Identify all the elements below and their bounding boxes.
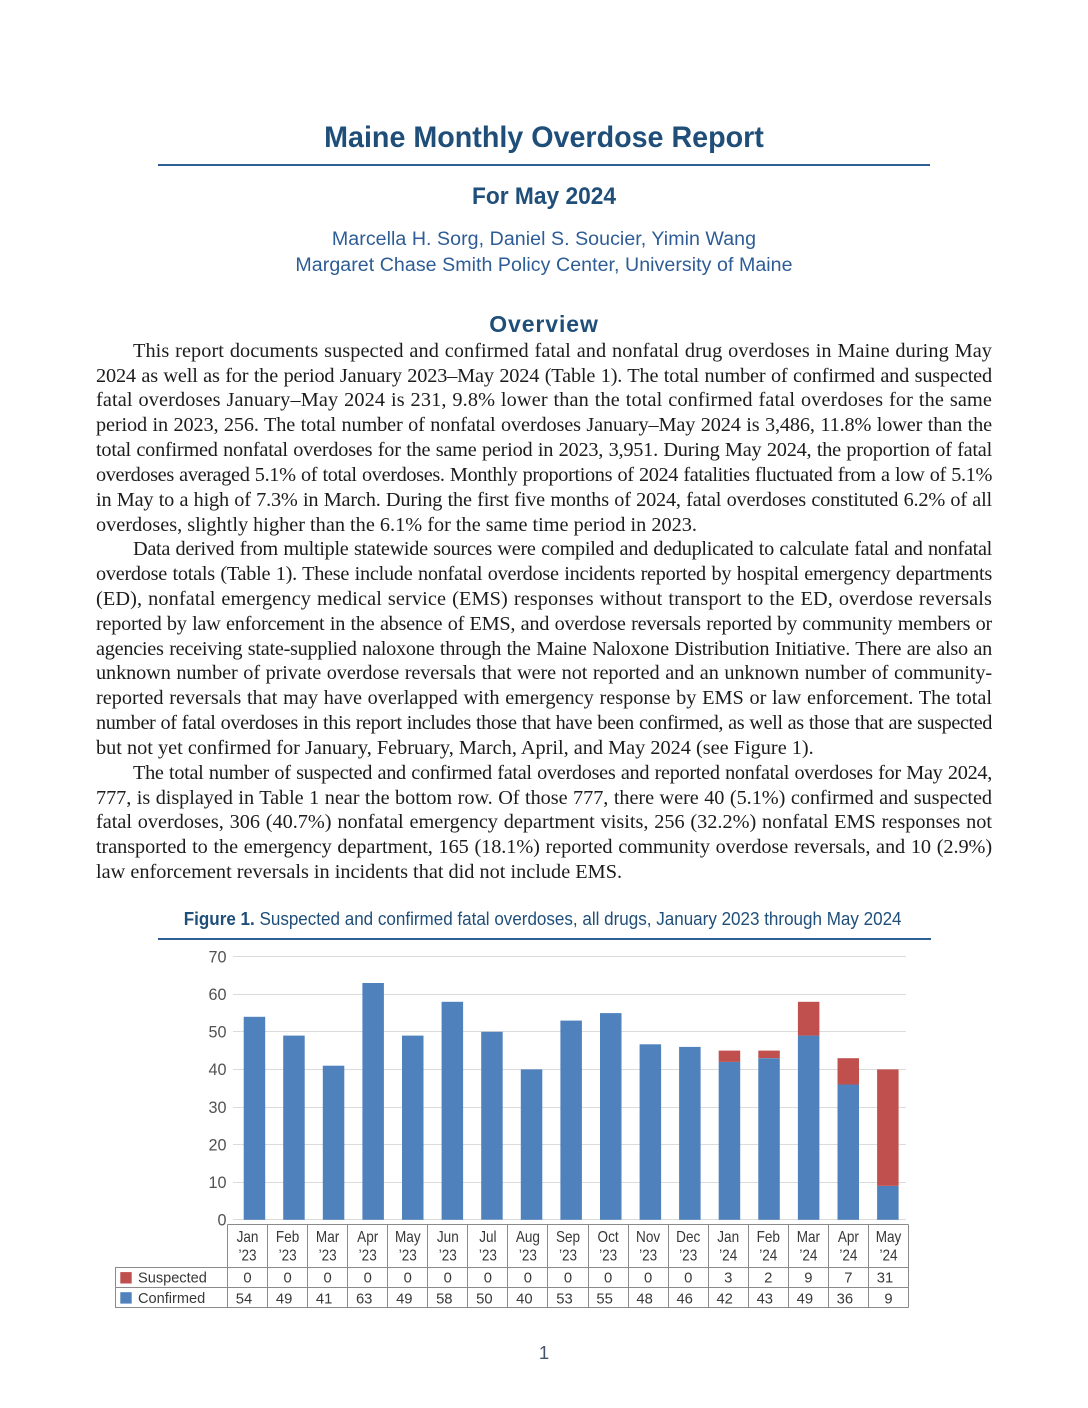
svg-text:’23: ’23 [679, 1248, 697, 1265]
svg-text:30: 30 [208, 1099, 226, 1117]
svg-text:10: 10 [208, 1174, 226, 1192]
svg-text:’24: ’24 [799, 1248, 817, 1265]
svg-text:70: 70 [208, 949, 226, 967]
svg-text:Apr: Apr [838, 1229, 859, 1246]
svg-text:0: 0 [564, 1271, 572, 1287]
svg-text:Dec: Dec [676, 1229, 700, 1246]
svg-text:Confirmed: Confirmed [138, 1291, 205, 1307]
svg-text:0: 0 [404, 1271, 412, 1287]
svg-text:’23: ’23 [519, 1248, 537, 1265]
svg-text:7: 7 [844, 1271, 852, 1287]
svg-text:May: May [876, 1229, 902, 1246]
svg-text:2: 2 [764, 1271, 772, 1287]
svg-text:48: 48 [636, 1292, 652, 1308]
svg-text:3: 3 [724, 1271, 732, 1287]
svg-text:0: 0 [323, 1271, 331, 1287]
svg-text:0: 0 [444, 1271, 452, 1287]
svg-text:63: 63 [356, 1292, 372, 1308]
svg-text:Mar: Mar [797, 1229, 820, 1246]
svg-text:49: 49 [276, 1292, 292, 1308]
svg-text:Jan: Jan [237, 1229, 259, 1246]
svg-text:’23: ’23 [359, 1248, 377, 1265]
svg-text:Mar: Mar [316, 1229, 339, 1246]
svg-text:’23: ’23 [639, 1248, 657, 1265]
svg-text:41: 41 [316, 1292, 332, 1308]
svg-text:Jan: Jan [717, 1229, 739, 1246]
svg-text:Oct: Oct [598, 1229, 619, 1246]
svg-text:’24: ’24 [879, 1248, 897, 1265]
svg-text:May: May [395, 1229, 421, 1246]
svg-text:42: 42 [716, 1292, 732, 1308]
svg-text:54: 54 [236, 1292, 252, 1308]
svg-text:0: 0 [243, 1271, 251, 1287]
svg-text:60: 60 [208, 986, 226, 1004]
svg-text:40: 40 [516, 1292, 532, 1308]
svg-text:46: 46 [676, 1292, 692, 1308]
svg-text:Apr: Apr [357, 1229, 378, 1246]
svg-text:0: 0 [524, 1271, 532, 1287]
svg-text:’23: ’23 [238, 1248, 256, 1265]
svg-text:53: 53 [556, 1292, 572, 1308]
svg-text:’23: ’23 [399, 1248, 417, 1265]
svg-text:20: 20 [208, 1136, 226, 1154]
svg-text:58: 58 [436, 1292, 452, 1308]
svg-text:’23: ’23 [599, 1248, 617, 1265]
svg-text:’23: ’23 [559, 1248, 577, 1265]
svg-text:55: 55 [596, 1292, 612, 1308]
svg-text:0: 0 [684, 1271, 692, 1287]
svg-text:36: 36 [837, 1292, 853, 1308]
svg-text:Jul: Jul [479, 1229, 496, 1246]
svg-text:50: 50 [208, 1024, 226, 1042]
svg-text:’23: ’23 [319, 1248, 337, 1265]
svg-text:Feb: Feb [757, 1229, 780, 1246]
svg-text:49: 49 [396, 1292, 412, 1308]
svg-text:31: 31 [877, 1271, 893, 1287]
svg-text:0: 0 [604, 1271, 612, 1287]
svg-text:Feb: Feb [276, 1229, 299, 1246]
svg-text:’23: ’23 [279, 1248, 297, 1265]
svg-text:9: 9 [804, 1271, 812, 1287]
svg-text:0: 0 [644, 1271, 652, 1287]
svg-text:50: 50 [476, 1292, 492, 1308]
svg-text:9: 9 [884, 1292, 892, 1308]
svg-text:Nov: Nov [636, 1229, 661, 1246]
svg-text:’23: ’23 [439, 1248, 457, 1265]
svg-text:Sep: Sep [556, 1229, 580, 1246]
svg-text:Suspected: Suspected [138, 1270, 207, 1286]
svg-text:49: 49 [797, 1292, 813, 1308]
svg-text:43: 43 [757, 1292, 773, 1308]
svg-text:0: 0 [364, 1271, 372, 1287]
svg-text:0: 0 [484, 1271, 492, 1287]
svg-text:0: 0 [217, 1212, 226, 1230]
svg-text:Aug: Aug [516, 1229, 540, 1246]
svg-text:’24: ’24 [759, 1248, 777, 1265]
svg-text:0: 0 [283, 1271, 291, 1287]
svg-text:40: 40 [208, 1061, 226, 1079]
svg-text:’23: ’23 [479, 1248, 497, 1265]
svg-text:’24: ’24 [839, 1248, 857, 1265]
svg-text:Jun: Jun [437, 1229, 459, 1246]
svg-text:’24: ’24 [719, 1248, 737, 1265]
